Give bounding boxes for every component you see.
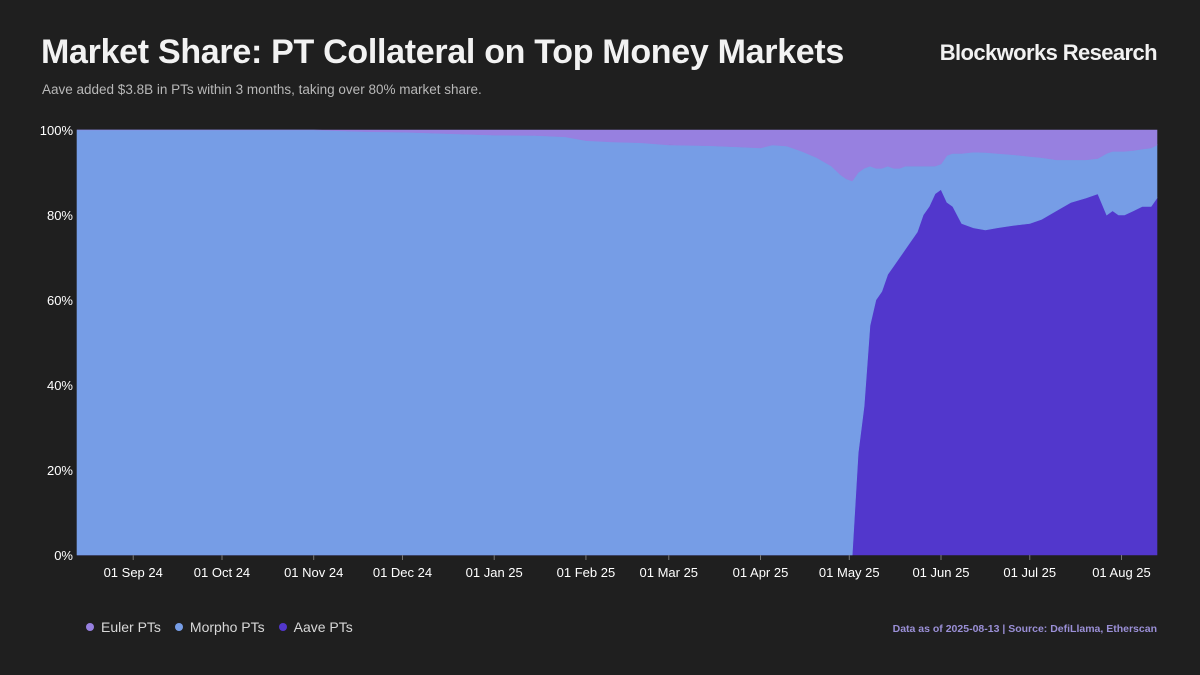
legend-swatch-aave — [278, 623, 287, 631]
x-tick-label: 01 Nov 24 — [284, 565, 343, 580]
legend-swatch-euler — [86, 623, 94, 631]
x-tick-label: 01 Dec 24 — [373, 565, 432, 580]
x-tick-label: 01 Jul 25 — [1003, 565, 1056, 580]
chart-title: Market Share: PT Collateral on Top Money… — [41, 33, 845, 71]
legend-item-euler: Euler PTs — [86, 619, 161, 635]
y-tick-label: 20% — [47, 463, 73, 478]
y-tick-label: 80% — [47, 208, 73, 223]
x-tick-label: 01 Apr 25 — [733, 565, 789, 580]
x-tick-label: 01 Sep 24 — [104, 565, 163, 580]
legend-item-morpho: Morpho PTs — [174, 619, 265, 635]
y-tick-label: 40% — [47, 378, 73, 393]
y-tick-label: 100% — [40, 123, 74, 138]
legend: Euler PTs Morpho PTs Aave PTs — [86, 619, 353, 635]
y-tick-label: 0% — [54, 548, 73, 563]
legend-label-morpho: Morpho PTs — [189, 619, 265, 635]
x-tick-label: 01 Oct 24 — [194, 565, 250, 580]
x-tick-label: 01 Mar 25 — [640, 565, 699, 580]
legend-label-euler: Euler PTs — [101, 619, 161, 635]
chart-areas — [76, 129, 1158, 556]
x-tick-label: 01 Jan 25 — [466, 565, 523, 580]
x-tick-label: 01 Aug 25 — [1092, 565, 1151, 580]
legend-swatch-morpho — [174, 623, 183, 631]
chart-subtitle: Aave added $3.8B in PTs within 3 months,… — [42, 82, 482, 97]
area-euler — [77, 129, 1158, 182]
source-note: Data as of 2025-08-13 | Source: DefiLlam… — [892, 623, 1157, 635]
legend-label-aave: Aave PTs — [293, 619, 353, 635]
x-tick-label: 01 May 25 — [819, 565, 880, 580]
y-tick-label: 60% — [47, 293, 73, 308]
x-tick-label: 01 Feb 25 — [557, 565, 616, 580]
brand-logo: Blockworks Research — [939, 40, 1158, 65]
legend-item-aave: Aave PTs — [278, 619, 353, 635]
chart-axes: 0% 20% 40% 60% 80% 100% 01 Sep 24 01 Oct 24 01 N… — [40, 123, 1151, 580]
x-tick-label: 01 Jun 25 — [912, 565, 969, 580]
